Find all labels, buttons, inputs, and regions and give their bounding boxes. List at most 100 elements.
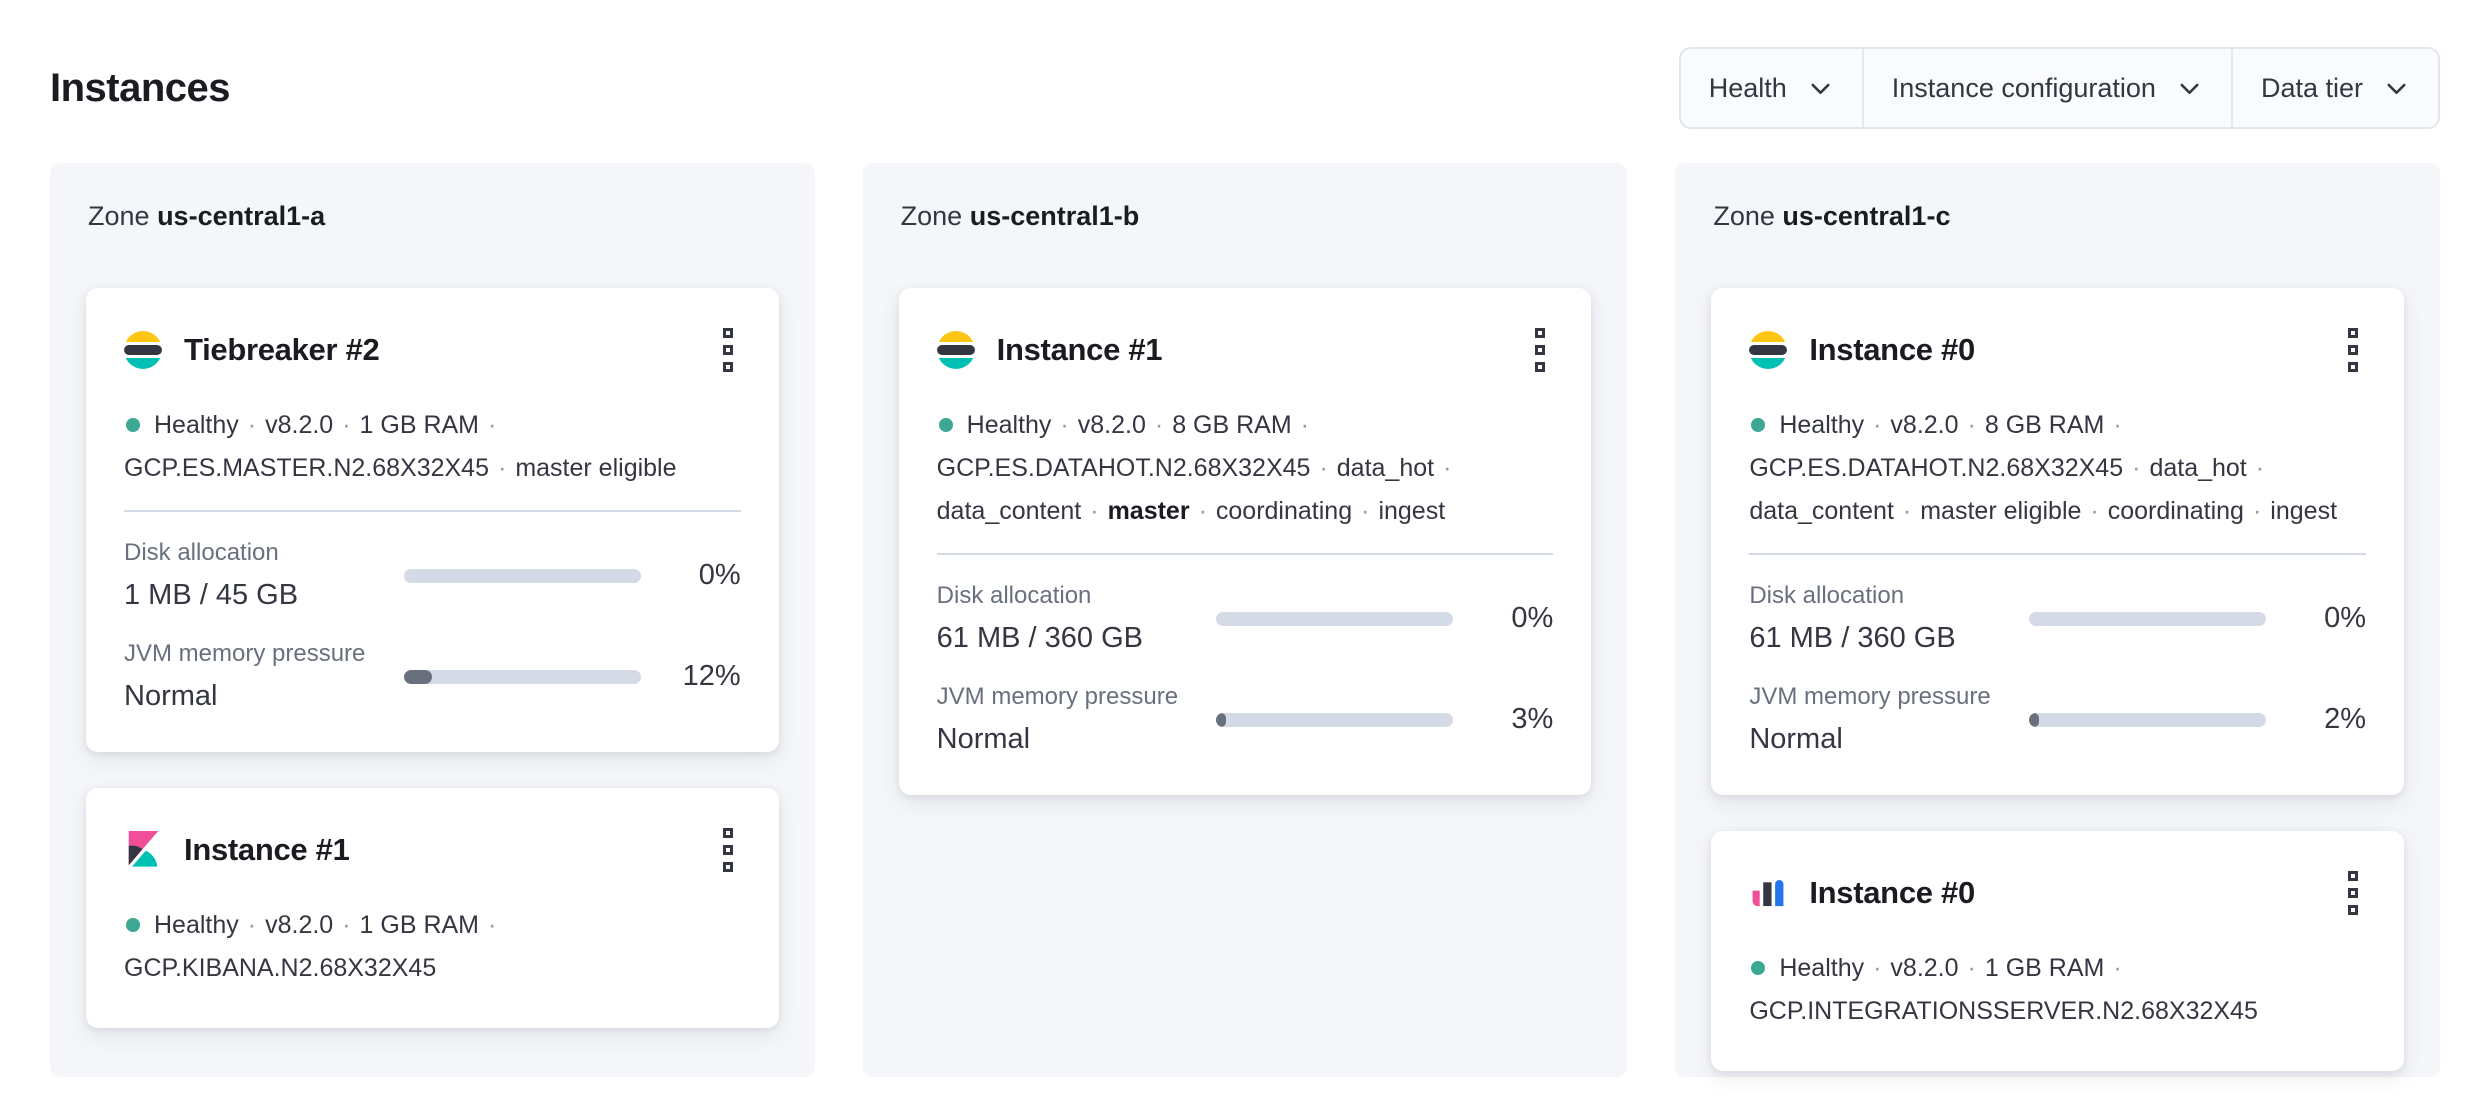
metric-label: JVM memory pressure [936,683,1179,710]
progress-bar-fill [2029,712,2039,727]
zone-header: Zone us-central1-c [1713,201,2404,232]
filter-button-data-tier[interactable]: Data tier [2233,49,2438,127]
progress-bar [2029,712,2266,727]
instance-menu-button[interactable] [715,322,741,378]
health-segment: Healthy [1779,954,1865,982]
chevron-down-icon [1811,83,1830,94]
health-segment: v8.2.0 [265,911,334,939]
instance-menu-button[interactable] [715,822,741,878]
health-line: Healthy · v8.2.0 · 8 GB RAM · [1749,404,2366,447]
instance-menu-button[interactable] [1527,322,1553,378]
health-line: Healthy · v8.2.0 · 1 GB RAM · [124,404,741,447]
instance-card-header: Tiebreaker #2 [124,322,741,378]
instance-title: Instance #0 [1809,332,1975,367]
progress-bar [2029,611,2266,626]
separator-dot: · [2090,497,2099,525]
page-header: Instances Health Instance configuration … [50,0,2440,130]
health-segment: data_content [936,497,1082,525]
health-segment: Healthy [1779,411,1865,439]
zone-label: Zone [900,201,963,231]
progress-bar [1216,712,1454,727]
health-segment: data_hot [1336,454,1435,482]
metric-label: Disk allocation [1749,582,1905,609]
zone-label: Zone [1713,201,1775,231]
zone-cards: Instance #0 Healthy · v8.2.0 · 8 GB RAM · GCP.… [1711,288,2404,1071]
health-segment: ingest [2270,497,2338,525]
separator-dot: · [2113,411,2122,439]
zone-header: Zone us-central1-b [901,201,1592,232]
health-line: GCP.ES.MASTER.N2.68X32X45 · master eligibl… [124,447,741,490]
separator-dot: · [1060,411,1069,439]
filter-button-instance-configuration[interactable]: Instance configuration [1864,49,2233,127]
health-line: GCP.ES.DATAHOT.N2.68X32X45 · data_hot · [1749,447,2366,490]
instance-card-instance-1[interactable]: Instance #1 Healthy · v8.2.0 · 8 GB RAM · GCP.… [898,288,1592,795]
separator-dot: · [2113,954,2122,982]
metric-value: Normal [1749,723,1843,755]
zone-header: Zone us-central1-a [88,201,779,232]
filter-group: Health Instance configuration Data tier [1678,47,2440,129]
separator-dot: · [2252,497,2262,525]
metric-row-jvm-memory-pressure: JVM memory pressure Normal 12% [124,639,741,714]
instance-menu-button[interactable] [2340,865,2366,921]
health-segment: master eligible [1920,497,2082,525]
health-segment: master eligible [515,454,677,482]
metric-row-disk-allocation: Disk allocation 61 MB / 360 GB 0% [1749,581,2366,656]
health-segment: GCP.INTEGRATIONSSERVER.N2.68X32X45 [1749,997,2258,1025]
health-line: Healthy · v8.2.0 · 1 GB RAM · [1749,947,2366,990]
separator-dot: · [1090,497,1099,525]
page-title: Instances [50,65,231,110]
metric-row-disk-allocation: Disk allocation 1 MB / 45 GB 0% [124,538,741,613]
zone-label: Zone [88,201,150,231]
health-line: GCP.INTEGRATIONSSERVER.N2.68X32X45 [1749,990,2366,1033]
instance-card-instance-0[interactable]: Instance #0 Healthy · v8.2.0 · 1 GB RAM · GCP.… [1711,831,2404,1071]
metric-percent: 0% [1511,602,1554,634]
instance-menu-button[interactable] [2340,322,2366,378]
health-segment: v8.2.0 [265,411,334,439]
health-segment: v8.2.0 [1077,411,1146,439]
separator-dot: · [247,911,257,939]
health-line: GCP.ES.DATAHOT.N2.68X32X45 · data_hot · [937,447,1554,490]
instance-card-tiebreaker-2[interactable]: Tiebreaker #2 Healthy · v8.2.0 · 1 GB RAM · GC… [86,288,779,752]
metric-value: 1 MB / 45 GB [124,579,299,611]
elasticsearch-logo-icon [124,331,162,369]
instance-title: Instance #0 [1809,875,1975,910]
health-segment: coordinating [2107,497,2244,525]
metric-row-disk-allocation: Disk allocation 61 MB / 360 GB 0% [937,581,1554,656]
instance-card-instance-0[interactable]: Instance #0 Healthy · v8.2.0 · 8 GB RAM · GCP.… [1711,288,2404,795]
metric-label: JVM memory pressure [1749,683,1991,710]
metric-label: JVM memory pressure [124,640,366,667]
metric-percent: 0% [2324,602,2366,634]
separator-dot: · [342,411,351,439]
separator-dot: · [1154,411,1164,439]
metric-percent: 3% [1511,703,1554,735]
elasticsearch-logo-icon [1749,331,1788,369]
separator-dot: · [2255,454,2265,482]
chevron-down-icon [2387,83,2406,94]
instance-title: Instance #1 [996,332,1163,367]
boxes-vertical-icon [2348,328,2358,338]
health-segment: GCP.ES.DATAHOT.N2.68X32X45 [1749,454,2124,482]
health-status-icon [1751,418,1766,433]
health-line: data_content · master · coordinating · ingest [937,490,1554,533]
health-status-icon [126,918,140,933]
zone-panel-us-central1-a: Zone us-central1-a Tiebreaker #2 Healthy… [50,163,815,1077]
zones-container: Zone us-central1-a Tiebreaker #2 Healthy… [50,163,2440,1077]
progress-bar-fill [1216,712,1227,727]
health-segment: 1 GB RAM [359,411,480,439]
separator-dot: · [1361,497,1370,525]
metric-percent: 0% [698,559,741,591]
separator-dot: · [342,911,351,939]
instance-card-instance-1[interactable]: Instance #1 Healthy · v8.2.0 · 1 GB RAM · GCP.… [86,788,779,1028]
health-segment: coordinating [1215,497,1353,525]
filter-button-health[interactable]: Health [1681,49,1864,127]
boxes-vertical-icon [722,828,733,838]
health-segment: ingest [1378,497,1446,525]
health-segment: v8.2.0 [1890,954,1959,982]
health-segment: GCP.ES.MASTER.N2.68X32X45 [124,454,489,482]
separator-dot: · [1902,497,1912,525]
filter-button-label: Data tier [2260,72,2363,103]
card-divider [1749,553,2366,555]
health-line: data_content · master eligible · coordinatin… [1749,490,2366,533]
instance-card-header: Instance #1 [936,322,1554,378]
